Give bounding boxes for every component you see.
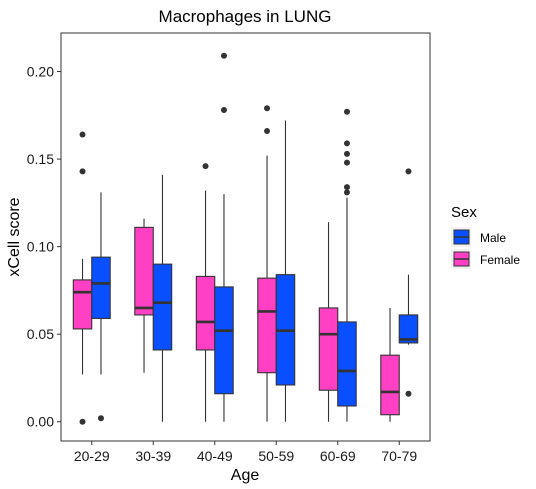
x-tick-label: 40-49	[197, 448, 233, 464]
y-tick-label: 0.15	[27, 151, 54, 167]
outlier-point	[79, 418, 86, 425]
chart-title: Macrophages in LUNG	[159, 7, 332, 26]
outlier-point	[405, 390, 412, 397]
box-female-20-29	[72, 131, 93, 425]
box-male-50-59	[275, 120, 296, 422]
box	[152, 263, 173, 351]
x-tick-label: 20-29	[74, 448, 110, 464]
plot-panel	[60, 32, 431, 442]
y-tick-label: 0.05	[27, 326, 54, 342]
box	[380, 354, 400, 416]
outlier-point	[343, 150, 350, 157]
legend-label-male: Male	[480, 231, 506, 245]
outlier-point	[264, 128, 271, 135]
box	[257, 277, 277, 374]
y-tick-label: 0.00	[27, 414, 54, 430]
box-female-50-59	[257, 105, 277, 422]
x-axis: 20-29 30-39 40-49 50-59 60-69 70-79	[74, 441, 417, 464]
box-female-70-79	[380, 307, 400, 422]
outlier-point	[202, 163, 209, 170]
legend-label-female: Female	[480, 253, 520, 267]
outlier-point	[79, 131, 86, 138]
box-series	[72, 52, 419, 425]
x-axis-title: Age	[231, 467, 260, 484]
box	[337, 321, 357, 407]
box	[134, 226, 154, 316]
box	[91, 256, 111, 319]
outlier-point	[343, 189, 350, 196]
box	[318, 307, 339, 391]
y-tick-label: 0.10	[27, 239, 54, 255]
y-axis: 0.00 0.05 0.10 0.15 0.20	[27, 64, 61, 430]
box-male-70-79	[398, 168, 419, 397]
box-male-20-29	[91, 192, 111, 422]
x-tick-label: 30-39	[135, 448, 171, 464]
box	[195, 275, 216, 351]
outlier-point	[405, 168, 412, 175]
box	[214, 286, 234, 395]
outlier-point	[343, 140, 350, 147]
outlier-point	[220, 52, 227, 59]
box-male-30-39	[152, 174, 173, 422]
box-female-60-69	[318, 222, 339, 422]
outlier-point	[343, 184, 350, 191]
outlier-point	[220, 107, 227, 114]
box-male-40-49	[214, 52, 234, 422]
box	[72, 279, 93, 330]
legend: Sex Male Female	[451, 204, 520, 269]
box-male-60-69	[337, 108, 357, 422]
outlier-point	[97, 415, 104, 422]
y-axis-title: xCell score	[6, 197, 23, 276]
legend-title: Sex	[451, 204, 477, 221]
outlier-point	[343, 108, 350, 115]
box	[398, 314, 419, 344]
outlier-point	[343, 159, 350, 166]
y-tick-label: 0.20	[27, 64, 54, 80]
x-tick-label: 60-69	[320, 448, 356, 464]
x-tick-label: 70-79	[381, 448, 417, 464]
box-female-40-49	[195, 163, 216, 422]
x-tick-label: 50-59	[258, 448, 294, 464]
outlier-point	[264, 105, 271, 112]
outlier-point	[79, 168, 86, 175]
